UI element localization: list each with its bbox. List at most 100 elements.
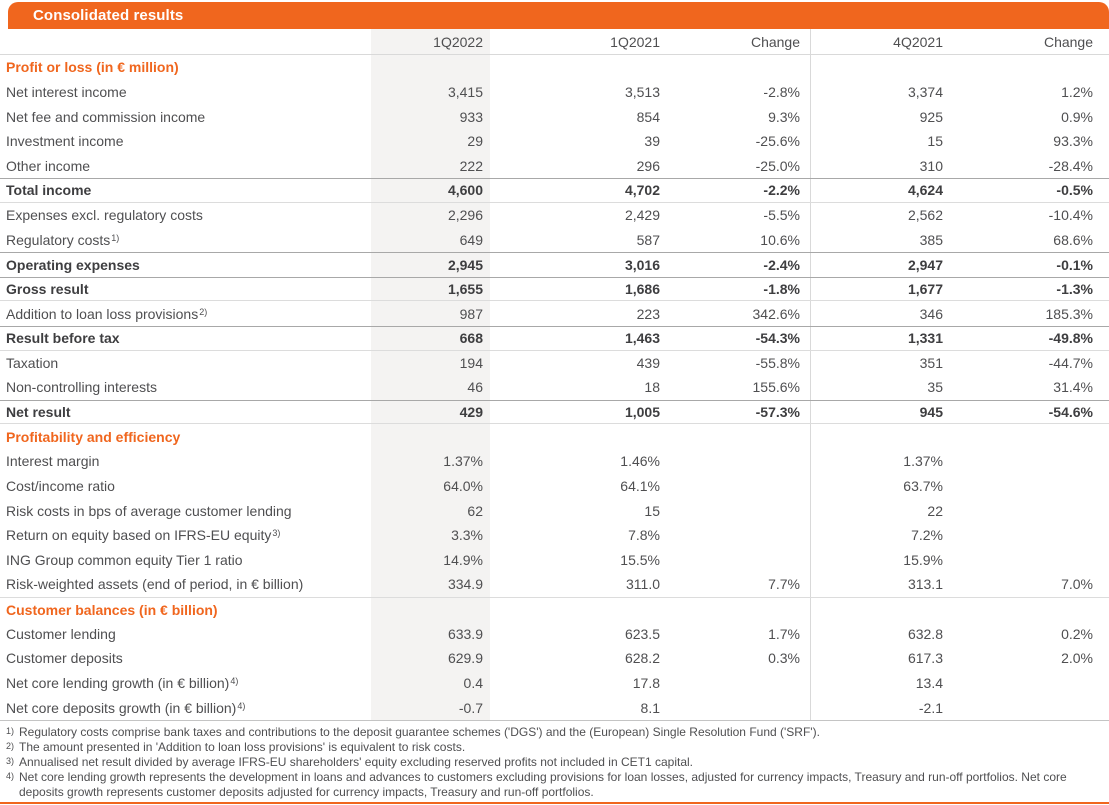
value-cell: -5.5% xyxy=(763,207,800,224)
value-cell: 346 xyxy=(810,301,950,326)
table-row: Other income 222 296 -25.0% 310 -28.4% xyxy=(0,153,1109,179)
footnote-number: 3) xyxy=(6,755,15,766)
value-cell: 15 xyxy=(810,128,950,154)
row-label-cell: Net result xyxy=(0,404,371,420)
table-row: Investment income 29 39 -25.6% 15 93.3% xyxy=(0,128,1109,154)
value-cell: 1,686 xyxy=(624,280,660,297)
row-label-cell: ING Group common equity Tier 1 ratio xyxy=(0,552,371,568)
value-cell: 0.2% xyxy=(1061,625,1093,642)
value-cell: 1,463 xyxy=(624,330,660,347)
footnote-text: Net core lending growth represents the d… xyxy=(19,769,1067,799)
row-label-cell: Net interest income xyxy=(0,84,371,100)
value-cell: 14.9% xyxy=(371,547,490,573)
row-label-cell: Investment income xyxy=(0,133,371,149)
value-cell: 62 xyxy=(371,498,490,523)
value-cell: 10.6% xyxy=(760,231,800,248)
value-cell: -28.4% xyxy=(1048,157,1093,174)
section-title-cell: Profitability and efficiency xyxy=(0,429,371,445)
table-row: Expenses excl. regulatory costs 2,296 2,42… xyxy=(0,202,1109,228)
row-label: Customer deposits xyxy=(6,650,123,667)
value-cell: -25.6% xyxy=(755,133,800,150)
table-row: Result before tax 668 1,463 -54.3% 1,331 -49.… xyxy=(0,325,1109,351)
table-row: Interest margin 1.37% 1.46% 1.37% xyxy=(0,449,1109,474)
value-cell: 3,415 xyxy=(371,79,490,105)
table-row: Total income 4,600 4,702 -2.2% 4,624 -0.5% xyxy=(0,178,1109,203)
row-label-cell: Net core deposits growth (in € billion)4… xyxy=(0,700,371,716)
footnote-number: 1) xyxy=(6,725,15,736)
row-label-cell: Risk costs in bps of average customer le… xyxy=(0,503,371,519)
empty-cell xyxy=(810,597,950,622)
row-label: Net interest income xyxy=(6,83,127,100)
column-header: 1Q2022 xyxy=(371,29,490,54)
row-label-cell: Addition to loan loss provisions2) xyxy=(0,306,371,322)
value-cell: 945 xyxy=(810,400,950,424)
value-cell: 93.3% xyxy=(1053,133,1093,150)
value-cell: 429 xyxy=(371,400,490,424)
row-label-cell: Expenses excl. regulatory costs xyxy=(0,207,371,223)
value-cell: 223 xyxy=(636,305,660,322)
value-cell: 1.37% xyxy=(371,449,490,474)
value-cell: 632.8 xyxy=(810,621,950,646)
footnotes: 1) Regulatory costs comprise bank taxes a… xyxy=(6,725,1105,800)
value-cell: -0.1% xyxy=(1056,256,1093,273)
row-label: Operating expenses xyxy=(6,256,140,273)
value-cell: 311.0 xyxy=(626,576,660,593)
value-cell: 2,562 xyxy=(810,202,950,228)
row-label: Net fee and commission income xyxy=(6,108,206,125)
row-label: Net result xyxy=(6,404,71,421)
value-cell: -10.4% xyxy=(1048,207,1093,224)
row-label-cell: Non-controlling interests xyxy=(0,379,371,395)
row-label: Addition to loan loss provisions xyxy=(6,305,199,322)
value-cell: -0.7 xyxy=(371,695,490,720)
value-cell: 15.9% xyxy=(810,547,950,573)
row-label-cell: Net core lending growth (in € billion)4) xyxy=(0,675,371,691)
title-bar: Consolidated results xyxy=(8,2,1109,29)
value-cell: 925 xyxy=(810,104,950,129)
table-row: Addition to loan loss provisions2) 987 223… xyxy=(0,301,1109,326)
value-cell: 68.6% xyxy=(1053,231,1093,248)
value-cell: 22 xyxy=(810,498,950,523)
value-cell: -44.7% xyxy=(1048,354,1093,371)
value-cell: 0.3% xyxy=(768,650,800,667)
value-cell: 623.5 xyxy=(624,625,660,642)
table-row: Net core lending growth (in € billion)4)… xyxy=(0,670,1109,696)
footnote: 4) Net core lending growth represents the… xyxy=(6,770,1105,800)
value-cell: 4,702 xyxy=(624,182,660,199)
table-row: Operating expenses 2,945 3,016 -2.4% 2,947 -0… xyxy=(0,252,1109,277)
column-header: Change xyxy=(750,33,800,50)
table-row: Non-controlling interests 46 18 155.6% 35 31.… xyxy=(0,375,1109,400)
column-header: Change xyxy=(1043,33,1093,50)
value-cell: 1.2% xyxy=(1061,83,1093,100)
value-cell: 7.0% xyxy=(1061,576,1093,593)
table-row: Regulatory costs1) 649 587 10.6% 385 68.6% xyxy=(0,227,1109,252)
row-label: Total income xyxy=(6,182,92,199)
value-cell: 3.3% xyxy=(371,522,490,548)
bottom-accent-rule xyxy=(0,801,1109,804)
footnote: 1) Regulatory costs comprise bank taxes a… xyxy=(6,725,1105,740)
section-row: Profit or loss (in € million) xyxy=(0,55,1109,80)
value-cell: 1.37% xyxy=(810,449,950,474)
row-label: ING Group common equity Tier 1 ratio xyxy=(6,551,243,568)
value-cell: -2.8% xyxy=(763,83,800,100)
footnote-text: Regulatory costs comprise bank taxes and… xyxy=(19,724,820,739)
column-header-row: 1Q2022 1Q2021 Change 4Q2021 Change xyxy=(0,29,1109,55)
value-cell: 1,005 xyxy=(624,404,660,421)
table-row: Net interest income 3,415 3,513 -2.8% 3,374 1… xyxy=(0,79,1109,105)
table-row: Cost/income ratio 64.0% 64.1% 63.7% xyxy=(0,473,1109,499)
footnote-text: Annualised net result divided by average… xyxy=(19,754,693,769)
section-title-cell: Customer balances (in € billion) xyxy=(0,602,371,618)
row-label-cell: Other income xyxy=(0,158,371,174)
value-cell: -2.1 xyxy=(810,695,950,720)
row-label: Investment income xyxy=(6,133,124,150)
empty-cell xyxy=(810,424,950,449)
value-cell: 334.9 xyxy=(371,572,490,597)
value-cell: 351 xyxy=(810,350,950,376)
footnote-number: 4) xyxy=(6,770,15,781)
table-row: Return on equity based on IFRS-EU equity… xyxy=(0,522,1109,548)
table-row: Risk-weighted assets (end of period, in … xyxy=(0,572,1109,597)
row-label: Risk-weighted assets (end of period, in … xyxy=(6,576,304,593)
row-label-cell: Total income xyxy=(0,182,371,198)
value-cell: 629.9 xyxy=(371,646,490,671)
value-cell: 1,331 xyxy=(810,326,950,350)
section-row: Customer balances (in € billion) xyxy=(0,596,1109,622)
